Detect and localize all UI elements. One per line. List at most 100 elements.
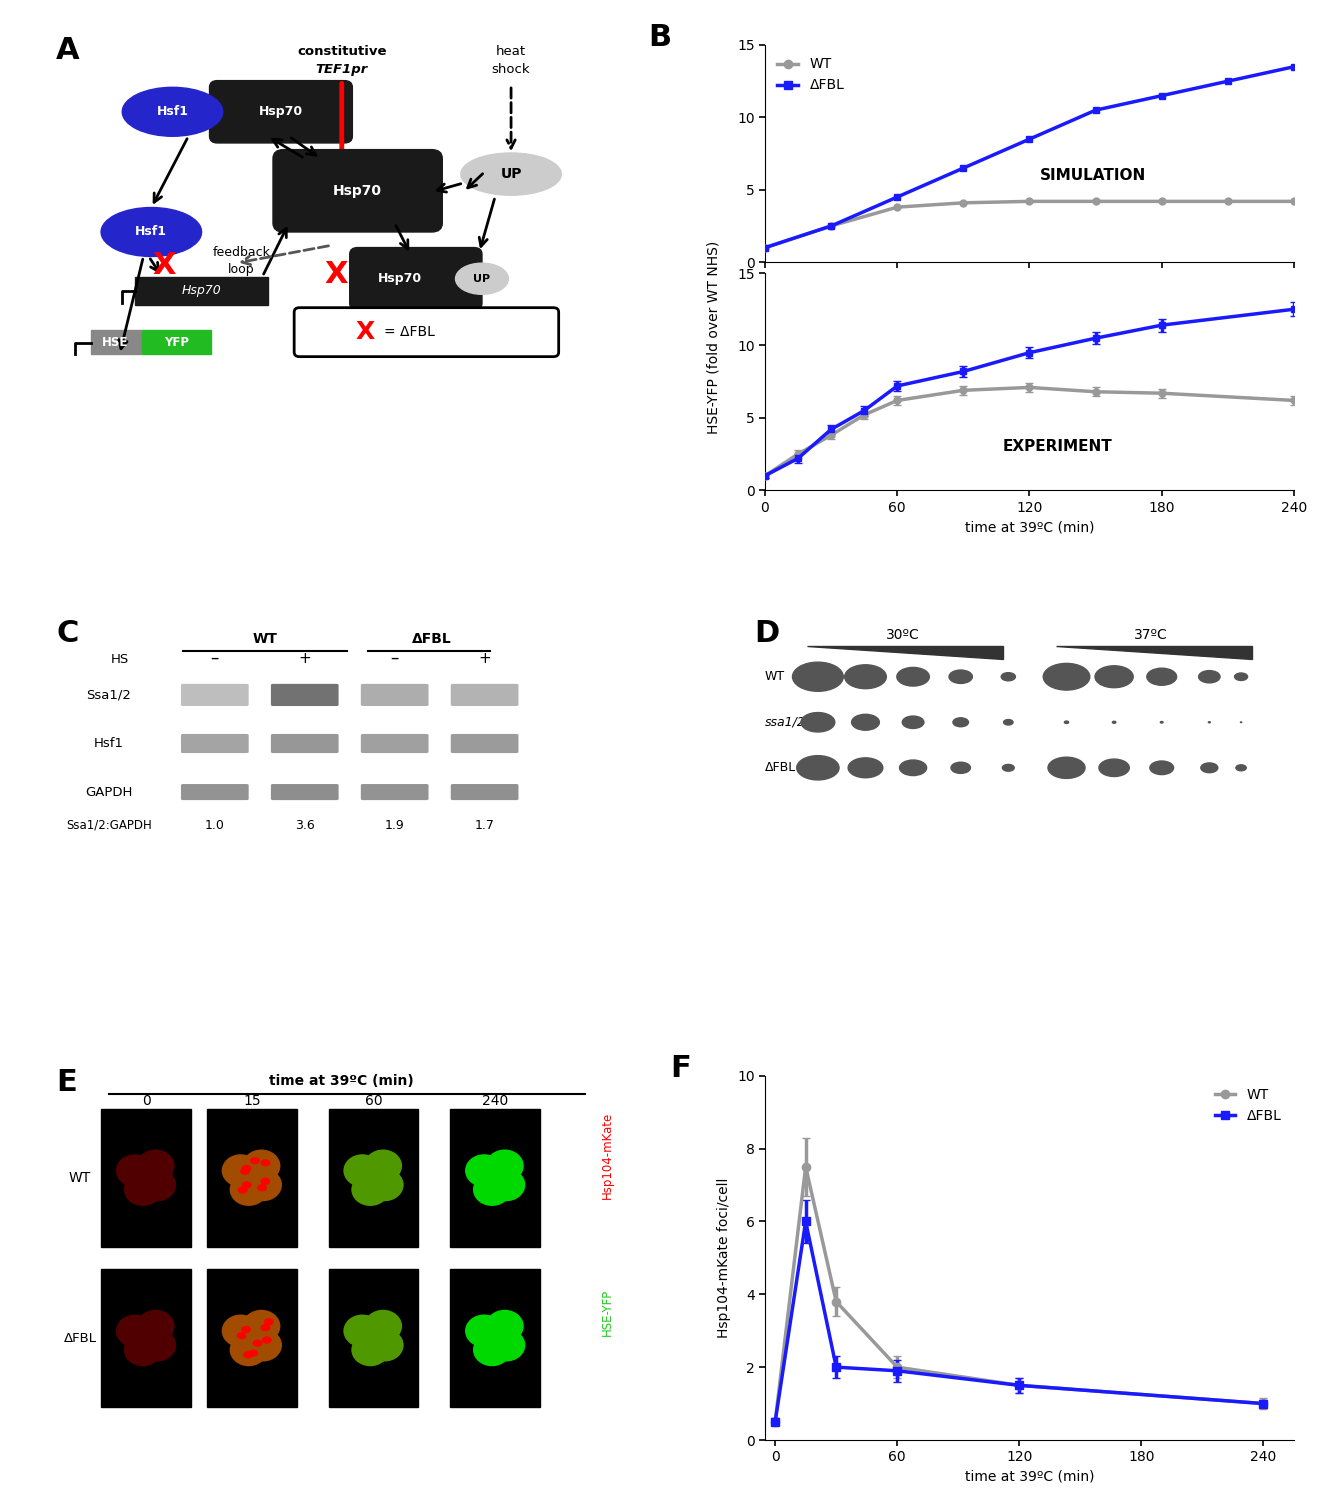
Circle shape bbox=[1043, 663, 1090, 690]
Circle shape bbox=[1147, 668, 1177, 686]
Text: X: X bbox=[153, 251, 176, 280]
Text: –: – bbox=[391, 650, 399, 668]
Ellipse shape bbox=[351, 1334, 390, 1366]
Ellipse shape bbox=[243, 1149, 280, 1182]
Ellipse shape bbox=[351, 1173, 390, 1206]
FancyBboxPatch shape bbox=[209, 81, 352, 142]
Text: 1.9: 1.9 bbox=[384, 819, 404, 831]
FancyBboxPatch shape bbox=[101, 1108, 191, 1246]
Text: SIMULATION: SIMULATION bbox=[1041, 168, 1146, 183]
Circle shape bbox=[261, 1179, 269, 1184]
Ellipse shape bbox=[136, 1310, 175, 1342]
Circle shape bbox=[244, 1352, 252, 1358]
Circle shape bbox=[1002, 672, 1015, 681]
Text: D: D bbox=[755, 620, 779, 648]
Text: UP: UP bbox=[500, 166, 522, 182]
Circle shape bbox=[902, 716, 924, 729]
Circle shape bbox=[261, 1160, 269, 1166]
Circle shape bbox=[243, 1182, 251, 1188]
Ellipse shape bbox=[487, 1329, 526, 1362]
Ellipse shape bbox=[124, 1334, 161, 1366]
Circle shape bbox=[1099, 759, 1130, 777]
Text: YFP: YFP bbox=[164, 336, 188, 350]
Circle shape bbox=[844, 664, 886, 688]
Ellipse shape bbox=[364, 1310, 402, 1342]
Text: WT: WT bbox=[69, 1170, 91, 1185]
Ellipse shape bbox=[460, 153, 562, 195]
Text: 30ºC: 30ºC bbox=[886, 628, 919, 642]
Ellipse shape bbox=[466, 1314, 503, 1347]
Text: Hsf1: Hsf1 bbox=[93, 736, 124, 750]
FancyBboxPatch shape bbox=[451, 1269, 540, 1407]
FancyBboxPatch shape bbox=[181, 684, 248, 706]
Text: 3.6: 3.6 bbox=[295, 819, 315, 831]
Text: WT: WT bbox=[252, 633, 277, 646]
FancyBboxPatch shape bbox=[141, 330, 211, 354]
FancyBboxPatch shape bbox=[451, 684, 519, 706]
Circle shape bbox=[851, 714, 879, 730]
Text: HS: HS bbox=[111, 652, 128, 666]
FancyBboxPatch shape bbox=[271, 784, 339, 800]
FancyBboxPatch shape bbox=[271, 734, 339, 753]
X-axis label: time at 39ºC (min): time at 39ºC (min) bbox=[964, 520, 1094, 534]
Circle shape bbox=[241, 1326, 251, 1332]
Circle shape bbox=[796, 756, 839, 780]
Text: time at 39ºC (min): time at 39ºC (min) bbox=[269, 1074, 414, 1088]
Text: Hsf1: Hsf1 bbox=[156, 105, 188, 118]
Circle shape bbox=[948, 670, 972, 684]
Ellipse shape bbox=[243, 1310, 280, 1342]
Ellipse shape bbox=[221, 1154, 260, 1186]
Text: A: A bbox=[56, 36, 80, 64]
Y-axis label: Hsp104-mKate foci/cell: Hsp104-mKate foci/cell bbox=[718, 1178, 731, 1338]
Ellipse shape bbox=[466, 1154, 503, 1186]
FancyBboxPatch shape bbox=[451, 734, 519, 753]
Circle shape bbox=[1201, 764, 1218, 772]
Ellipse shape bbox=[124, 1173, 161, 1206]
Text: HSE-YFP: HSE-YFP bbox=[602, 1288, 614, 1336]
Circle shape bbox=[249, 1350, 257, 1356]
Text: 60: 60 bbox=[364, 1094, 383, 1108]
FancyBboxPatch shape bbox=[207, 1269, 296, 1407]
Ellipse shape bbox=[366, 1168, 404, 1202]
Text: –: – bbox=[211, 650, 219, 668]
Text: Ssa1/2: Ssa1/2 bbox=[87, 688, 132, 702]
Circle shape bbox=[1049, 758, 1085, 778]
Legend: WT, ΔFBL: WT, ΔFBL bbox=[1209, 1083, 1287, 1128]
Circle shape bbox=[1150, 760, 1174, 774]
Circle shape bbox=[243, 1166, 251, 1172]
Ellipse shape bbox=[486, 1310, 524, 1342]
Ellipse shape bbox=[123, 87, 223, 136]
Ellipse shape bbox=[487, 1168, 526, 1202]
FancyBboxPatch shape bbox=[360, 734, 428, 753]
Circle shape bbox=[800, 712, 835, 732]
Ellipse shape bbox=[116, 1154, 153, 1186]
Ellipse shape bbox=[101, 207, 201, 256]
Text: Hsp70: Hsp70 bbox=[334, 184, 382, 198]
Text: Hsp104-mKate: Hsp104-mKate bbox=[602, 1112, 614, 1200]
Text: 240: 240 bbox=[482, 1094, 508, 1108]
Circle shape bbox=[261, 1324, 269, 1330]
Circle shape bbox=[1234, 674, 1247, 681]
FancyBboxPatch shape bbox=[207, 1108, 296, 1246]
FancyBboxPatch shape bbox=[328, 1269, 419, 1407]
Text: WT: WT bbox=[764, 670, 786, 682]
Circle shape bbox=[1113, 722, 1115, 723]
Circle shape bbox=[241, 1168, 249, 1174]
Ellipse shape bbox=[221, 1314, 260, 1347]
FancyBboxPatch shape bbox=[271, 684, 339, 706]
Text: Ssa1/2:GAPDH: Ssa1/2:GAPDH bbox=[67, 819, 152, 831]
Text: = ΔFBL: = ΔFBL bbox=[384, 326, 435, 339]
X-axis label: time at 39ºC (min): time at 39ºC (min) bbox=[964, 1470, 1094, 1484]
Text: GAPDH: GAPDH bbox=[85, 786, 132, 798]
Text: heat: heat bbox=[496, 45, 526, 58]
Text: 1.0: 1.0 bbox=[205, 819, 224, 831]
FancyBboxPatch shape bbox=[451, 1108, 540, 1246]
Ellipse shape bbox=[343, 1154, 382, 1186]
Ellipse shape bbox=[244, 1329, 281, 1362]
Text: Hsp70: Hsp70 bbox=[259, 105, 303, 118]
Circle shape bbox=[1003, 720, 1013, 724]
Text: E: E bbox=[56, 1068, 77, 1098]
Circle shape bbox=[257, 1185, 267, 1191]
Circle shape bbox=[1095, 666, 1133, 687]
Ellipse shape bbox=[474, 1173, 511, 1206]
